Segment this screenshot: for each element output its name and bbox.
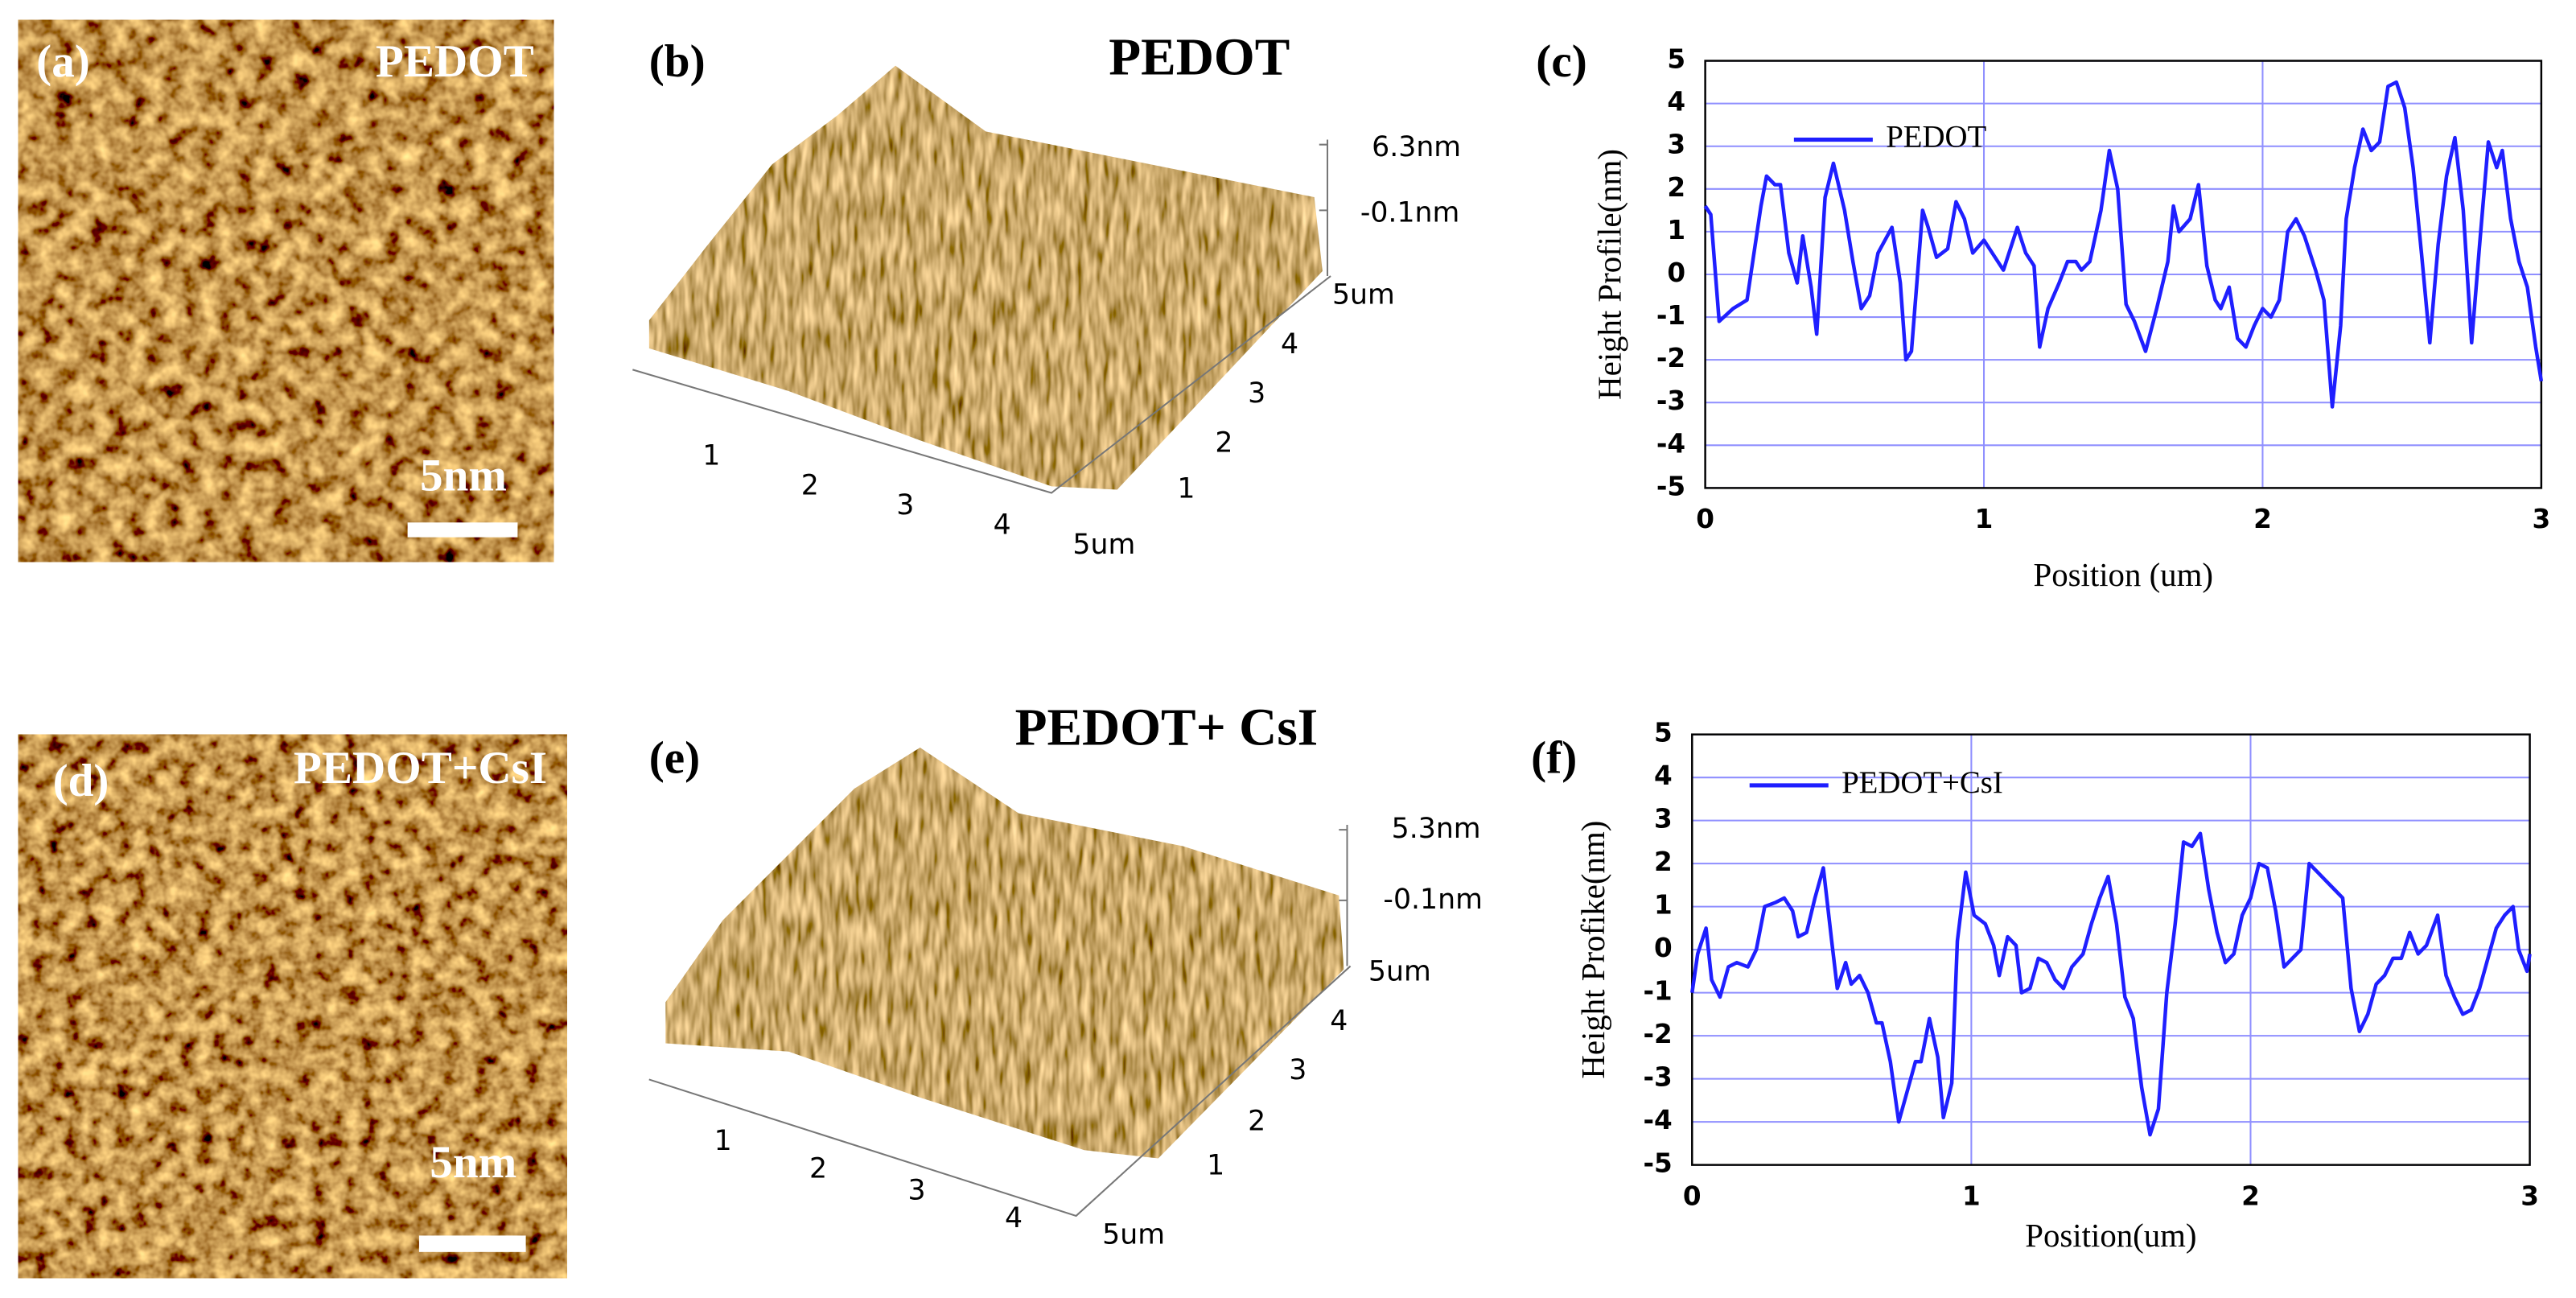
y-tick-label: 4 — [1281, 328, 1298, 361]
y-tick-label: -1 — [1643, 976, 1672, 1007]
x-tick-label: 4 — [994, 509, 1011, 541]
y-tick-label: 2 — [1654, 847, 1673, 877]
surface-title: PEDOT — [1109, 29, 1290, 87]
plot-border — [1704, 60, 2543, 489]
x-tick-label: 1 — [714, 1125, 732, 1157]
data-line — [1690, 831, 2532, 1137]
x-tick-label: 0 — [1683, 1181, 1702, 1211]
x-tick-label: 1 — [1975, 504, 1994, 534]
legend-label: PEDOT — [1886, 119, 1986, 154]
z-tick-label: -0.1nm — [1360, 196, 1460, 229]
x-tick-label: 4 — [1005, 1202, 1023, 1234]
x-tick-label: 3 — [2520, 1181, 2539, 1211]
x-tick-label: 1 — [1962, 1181, 1981, 1211]
y-tick-label: -5 — [1656, 471, 1685, 501]
x-tick-label: 3 — [2533, 504, 2551, 534]
panel-label: (b) — [649, 36, 706, 87]
afm-image — [18, 734, 567, 1279]
y-tick-label: 3 — [1654, 804, 1673, 834]
panel-label: (e) — [649, 733, 700, 784]
x-tick-label: 2 — [801, 469, 819, 501]
x-axis-label: Position(um) — [2025, 1218, 2196, 1254]
y-tick-label: -1 — [1656, 300, 1685, 331]
afm-image — [18, 19, 554, 562]
y-tick-label: 3 — [1667, 130, 1685, 160]
legend-label: PEDOT+CsI — [1841, 765, 2003, 800]
y-tick-label: 4 — [1667, 87, 1685, 117]
y-tick-label: -2 — [1656, 343, 1685, 373]
y-tick-label: 1 — [1177, 472, 1195, 505]
image-title: PEDOT — [376, 36, 534, 87]
y-tick-label: 3 — [1289, 1054, 1307, 1086]
x-tick-label: 2 — [2253, 504, 2272, 534]
y-tick-label: -2 — [1643, 1019, 1672, 1049]
y-tick-label: 1 — [1207, 1150, 1224, 1182]
y-axis-label: Height Profile(nm) — [1592, 149, 1628, 400]
y-tick-label: -3 — [1656, 385, 1685, 416]
y-tick-label: 2 — [1248, 1106, 1265, 1138]
image-title: PEDOT+CsI — [294, 743, 547, 793]
scale-label: 5nm — [420, 450, 507, 501]
y-tick-label: -5 — [1643, 1148, 1672, 1179]
y-tick-label: 0 — [1654, 933, 1673, 963]
panel-label: (a) — [36, 36, 90, 87]
x-tick-label: 1 — [702, 440, 720, 472]
x-tick-label: 5um — [1102, 1218, 1165, 1251]
surface-axes — [632, 139, 1352, 1218]
surface-3d — [648, 65, 1323, 490]
panel-label: (f) — [1531, 733, 1577, 784]
y-tick-label: 5 — [1667, 44, 1685, 75]
y-tick-label: 5um — [1368, 956, 1431, 988]
y-tick-label: -4 — [1643, 1105, 1672, 1135]
x-tick-label: 3 — [896, 489, 914, 521]
y-axis-label: Height Profike(nm) — [1575, 821, 1611, 1079]
panel-label: (d) — [53, 756, 109, 806]
x-axis-label: Position (um) — [2034, 557, 2213, 593]
y-tick-label: 1 — [1667, 215, 1685, 245]
y-tick-label: 0 — [1667, 258, 1685, 288]
y-tick-label: 5um — [1332, 279, 1395, 311]
z-tick-label: -0.1nm — [1383, 884, 1483, 916]
x-tick-label: 2 — [809, 1153, 827, 1185]
x-tick-label: 3 — [908, 1174, 926, 1206]
scale-label: 5nm — [430, 1137, 516, 1188]
plot-border — [1691, 733, 2531, 1166]
y-tick-label: 1 — [1654, 890, 1673, 921]
y-tick-label: 4 — [1654, 760, 1673, 791]
y-tick-label: -4 — [1656, 428, 1685, 459]
y-tick-label: 5 — [1654, 718, 1673, 748]
scale-bar — [418, 1235, 526, 1252]
scale-bar — [407, 522, 518, 538]
x-tick-label: 0 — [1696, 504, 1714, 534]
y-tick-label: 3 — [1248, 377, 1265, 410]
surface-title: PEDOT+ CsI — [1015, 699, 1319, 757]
panel-label: (c) — [1536, 36, 1586, 87]
y-tick-label: 2 — [1667, 172, 1685, 203]
x-tick-label: 2 — [2241, 1181, 2260, 1211]
y-tick-label: 2 — [1215, 426, 1232, 459]
x-tick-label: 5um — [1072, 529, 1135, 561]
data-line — [1703, 80, 2544, 409]
y-tick-label: -3 — [1643, 1062, 1672, 1093]
y-tick-label: 4 — [1330, 1005, 1348, 1037]
z-tick-label: 6.3nm — [1372, 131, 1461, 163]
z-tick-label: 5.3nm — [1392, 813, 1481, 845]
